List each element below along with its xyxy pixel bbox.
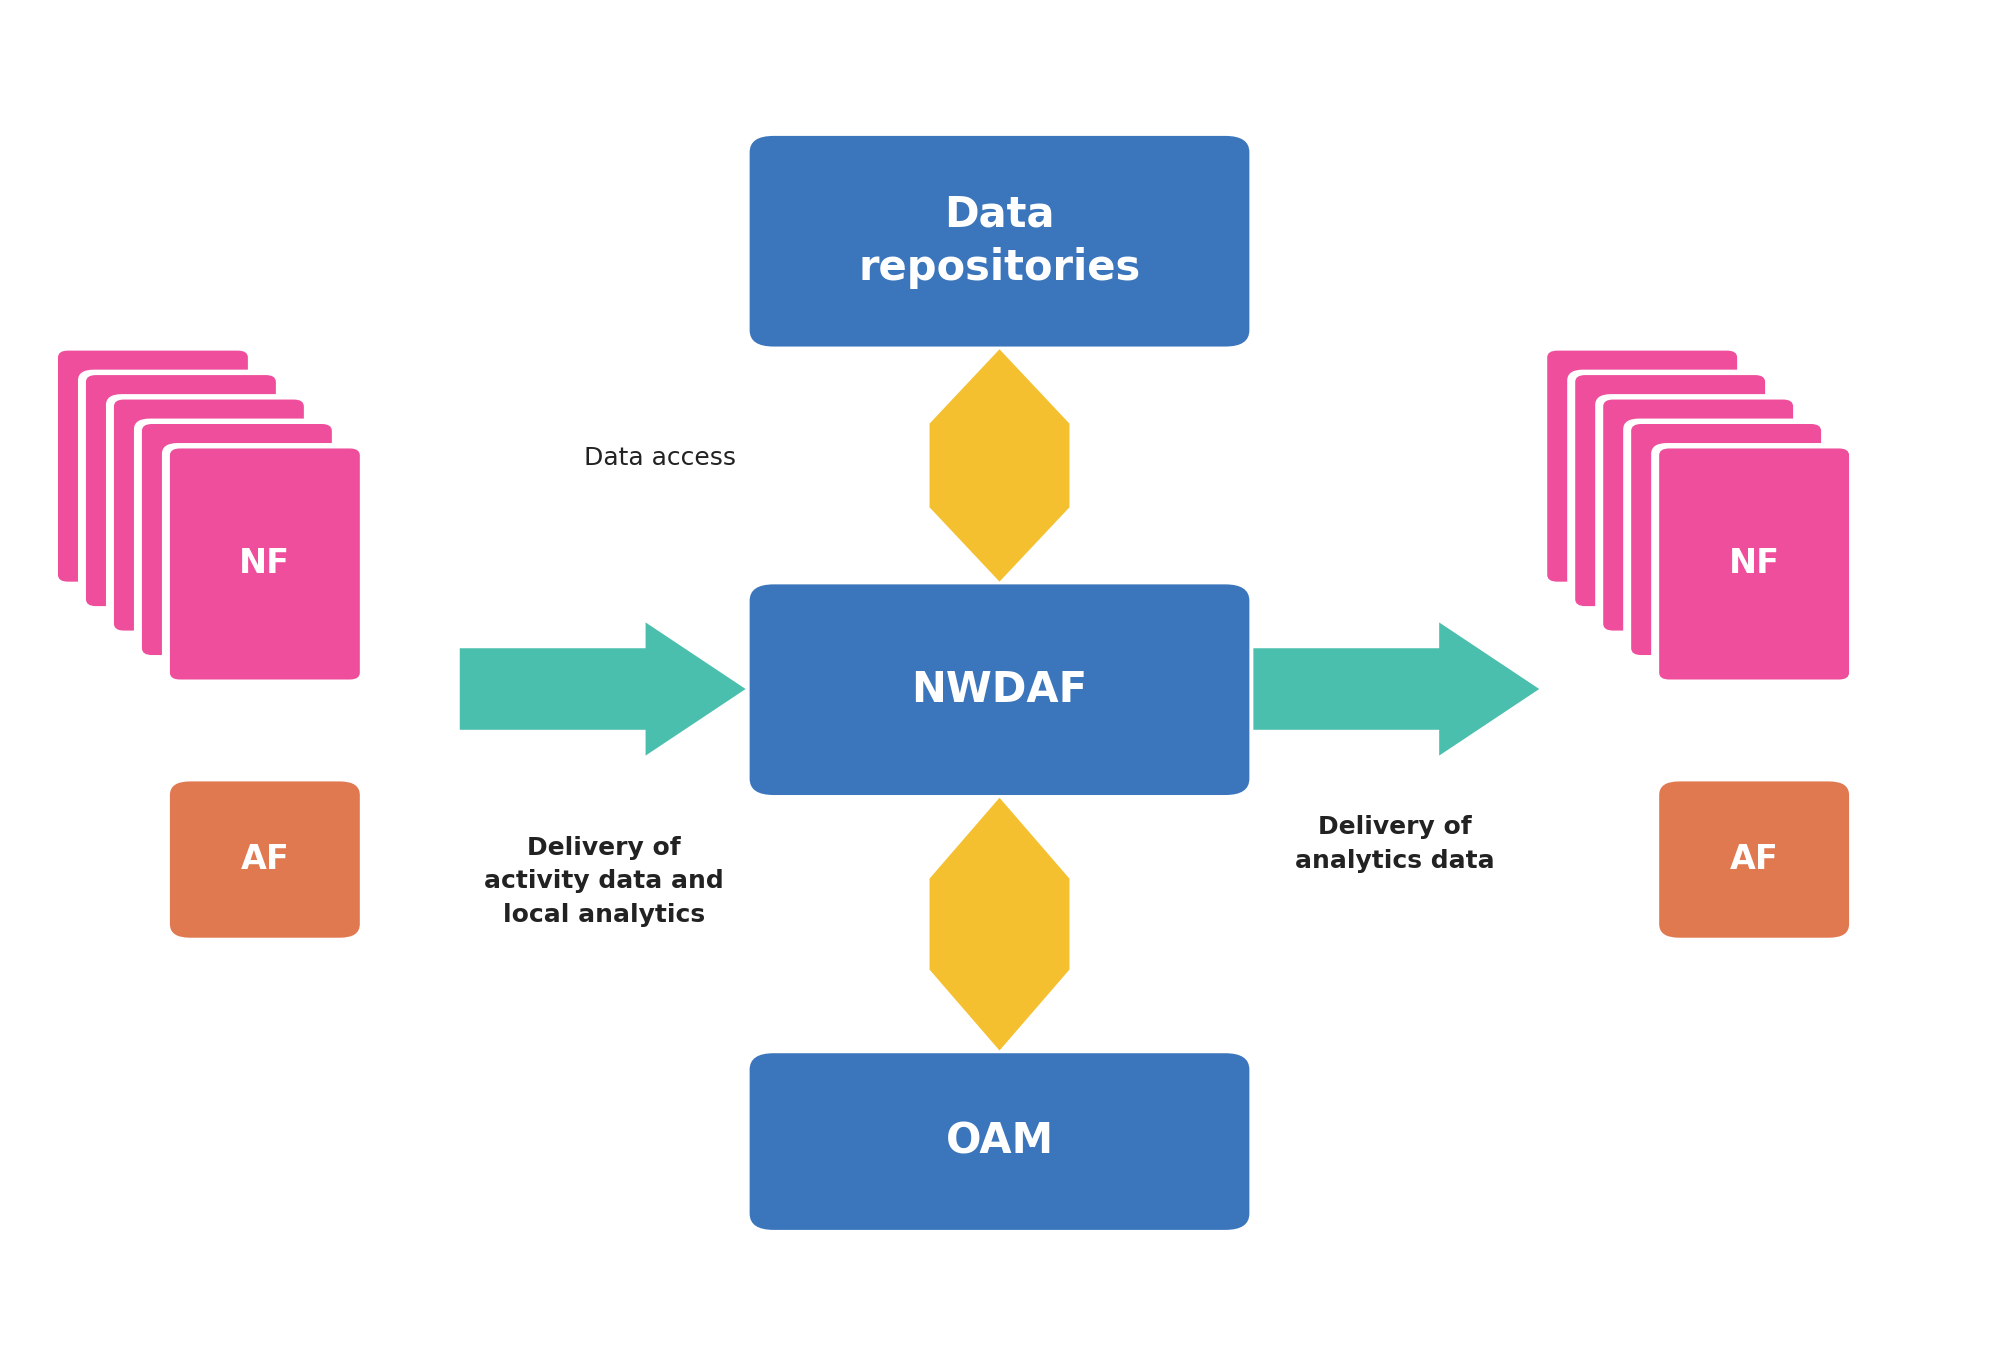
Text: Delivery of
analytics data: Delivery of analytics data [1295,815,1495,872]
FancyBboxPatch shape [86,375,276,606]
FancyBboxPatch shape [1622,419,1828,660]
FancyBboxPatch shape [1538,345,1744,587]
Text: Delivery of
activity data and
local analytics: Delivery of activity data and local anal… [484,836,723,927]
FancyBboxPatch shape [142,424,332,655]
FancyBboxPatch shape [134,419,340,660]
FancyBboxPatch shape [749,584,1249,795]
FancyBboxPatch shape [114,400,304,631]
FancyBboxPatch shape [78,370,284,612]
Text: AF: AF [240,843,290,877]
FancyBboxPatch shape [1546,351,1736,582]
Text: NF: NF [240,548,290,580]
Text: NWDAF: NWDAF [911,669,1087,711]
Polygon shape [460,622,745,756]
Text: NF: NF [1728,548,1778,580]
FancyBboxPatch shape [749,136,1249,347]
FancyBboxPatch shape [1602,400,1792,631]
FancyBboxPatch shape [1630,424,1820,655]
Text: OAM: OAM [945,1121,1053,1162]
FancyBboxPatch shape [1574,375,1764,606]
Polygon shape [929,349,1069,582]
Text: Data access: Data access [583,446,735,470]
FancyBboxPatch shape [749,1053,1249,1230]
FancyBboxPatch shape [170,781,360,938]
FancyBboxPatch shape [58,351,248,582]
FancyBboxPatch shape [106,394,312,636]
FancyBboxPatch shape [1594,394,1800,636]
FancyBboxPatch shape [162,443,368,685]
FancyBboxPatch shape [1658,448,1848,680]
Text: Data
repositories: Data repositories [857,193,1141,289]
FancyBboxPatch shape [170,448,360,680]
Polygon shape [1253,622,1538,756]
FancyBboxPatch shape [50,345,256,587]
FancyBboxPatch shape [1650,443,1856,685]
FancyBboxPatch shape [1658,781,1848,938]
Text: AF: AF [1728,843,1778,877]
Polygon shape [929,798,1069,1051]
FancyBboxPatch shape [1566,370,1772,612]
